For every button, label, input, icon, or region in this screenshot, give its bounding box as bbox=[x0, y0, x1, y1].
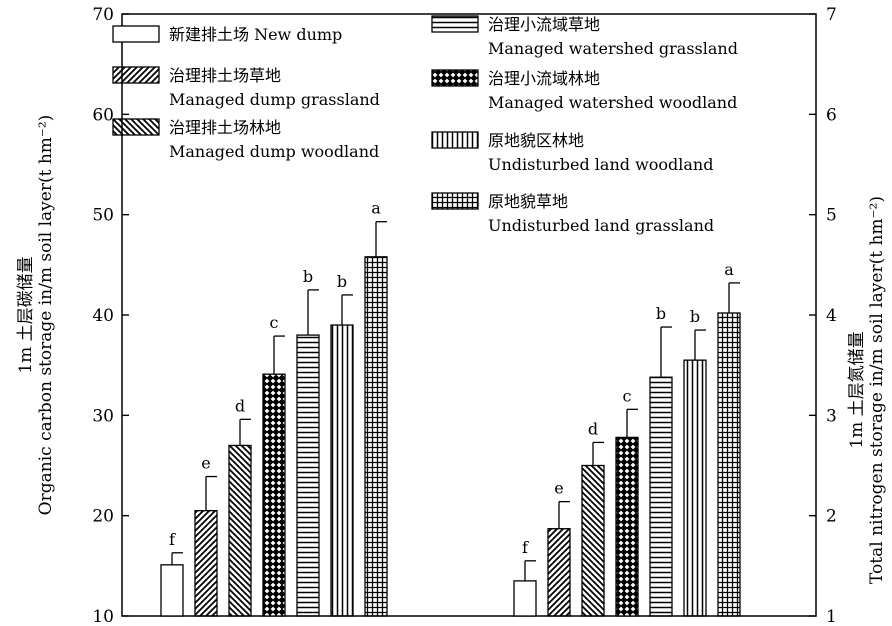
bar bbox=[364, 256, 388, 617]
legend-swatch bbox=[431, 15, 479, 33]
legend-label: 治理排土场草地 bbox=[169, 66, 281, 85]
legend-label: 新建排土场 New dump bbox=[169, 25, 342, 44]
bar bbox=[547, 528, 571, 617]
right-tick-label: 7 bbox=[826, 5, 837, 25]
legend-label: 治理小流域草地 bbox=[488, 15, 600, 34]
bar bbox=[581, 464, 605, 617]
legend-label: 治理排土场林地 bbox=[169, 118, 281, 137]
legend-swatch bbox=[431, 192, 479, 210]
legend-label-en: Managed watershed grassland bbox=[488, 39, 738, 58]
legend-label-en: Managed watershed woodland bbox=[488, 93, 737, 112]
left-tick-label: 70 bbox=[92, 5, 114, 25]
significance-letter: b bbox=[690, 307, 700, 326]
left-tick-label: 40 bbox=[92, 306, 114, 326]
bar bbox=[228, 444, 252, 617]
significance-letter: a bbox=[371, 199, 381, 218]
bar bbox=[194, 509, 218, 617]
left-tick-label: 10 bbox=[92, 607, 114, 626]
legend-swatch bbox=[431, 131, 479, 149]
significance-letter: b bbox=[337, 272, 347, 291]
significance-letter: c bbox=[623, 386, 632, 405]
legend-swatch bbox=[112, 118, 160, 136]
legend-label-en: Managed dump grassland bbox=[169, 90, 380, 109]
bars: f f e e d d c c b b b b a a bbox=[160, 199, 741, 617]
bar bbox=[513, 580, 537, 617]
left-axis-title-en: Organic carbon storage in/m soil layer(t… bbox=[36, 114, 56, 516]
left-tick-label: 30 bbox=[92, 406, 114, 426]
right-tick-label: 5 bbox=[826, 206, 837, 226]
significance-letter: d bbox=[235, 396, 245, 415]
right-axis-title-zh: 1m 土层氮储量 bbox=[847, 331, 867, 449]
right-tick-label: 1 bbox=[826, 607, 837, 626]
significance-letter: a bbox=[724, 260, 734, 279]
bar bbox=[683, 359, 707, 617]
legend-label: 原地貌草地 bbox=[488, 192, 568, 211]
bar bbox=[615, 436, 639, 617]
legend-label-en: Managed dump woodland bbox=[169, 142, 379, 161]
bar bbox=[649, 376, 673, 617]
bar bbox=[330, 324, 354, 617]
bar bbox=[717, 312, 741, 617]
legend-label: 治理小流域林地 bbox=[488, 69, 600, 88]
legend-swatch bbox=[431, 69, 479, 87]
significance-letter: e bbox=[554, 479, 563, 498]
significance-letter: b bbox=[656, 304, 666, 323]
bar bbox=[160, 564, 184, 617]
significance-letter: f bbox=[522, 538, 529, 557]
left-tick-label: 50 bbox=[92, 206, 114, 226]
legend-swatch bbox=[112, 66, 160, 84]
left-tick-label: 60 bbox=[92, 105, 114, 125]
left-tick-label: 20 bbox=[92, 507, 114, 527]
right-axis-title-en: Total nitrogen storage in/m soil layer(t… bbox=[867, 196, 887, 584]
legend-swatch bbox=[112, 25, 160, 43]
bar bbox=[296, 334, 320, 617]
legend-label-en: Undisturbed land grassland bbox=[488, 216, 714, 235]
significance-letter: e bbox=[201, 454, 210, 473]
significance-letter: b bbox=[303, 267, 313, 286]
significance-letter: f bbox=[169, 530, 176, 549]
legend-label-en: Undisturbed land woodland bbox=[488, 155, 713, 174]
significance-letter: d bbox=[588, 419, 598, 438]
right-tick-label: 3 bbox=[826, 406, 837, 426]
right-tick-label: 4 bbox=[826, 306, 837, 326]
left-axis-title-zh: 1m 土层碳储量 bbox=[16, 256, 36, 374]
significance-letter: c bbox=[270, 313, 279, 332]
right-tick-label: 2 bbox=[826, 507, 837, 527]
legend-label: 原地貌区林地 bbox=[488, 131, 584, 150]
axes: 10 20 30 40 50 60 70 1 2 3 4 5 6 7 bbox=[92, 5, 836, 626]
bar bbox=[262, 373, 286, 617]
right-tick-label: 6 bbox=[826, 105, 837, 125]
legend: 新建排土场 New dump 治理排土场草地 Managed dump grassl… bbox=[112, 15, 738, 235]
